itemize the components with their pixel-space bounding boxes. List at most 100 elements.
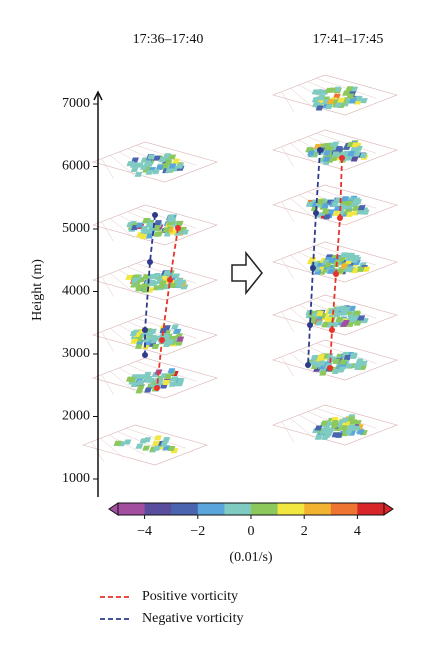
vorticity-patch — [341, 196, 349, 202]
planes — [82, 74, 398, 466]
plane-grid — [110, 371, 135, 392]
plane-grid — [136, 361, 197, 382]
vortex-center — [152, 212, 158, 218]
vorticity-patch — [145, 233, 154, 239]
y-tick-label: 1000 — [62, 471, 90, 486]
vorticity-patch — [322, 156, 331, 162]
vorticity-patch — [340, 425, 348, 431]
vorticity-patch — [321, 322, 330, 328]
vorticity-patch — [152, 440, 160, 446]
vorticity-patch — [160, 441, 169, 447]
vorticity-patch — [321, 434, 330, 440]
vortex-center — [167, 277, 173, 283]
vorticity-patch — [309, 360, 318, 366]
vorticity-patch — [168, 381, 177, 387]
vorticity-patch — [349, 352, 358, 358]
colorbar-tick-label: −2 — [190, 524, 205, 539]
colorbar-tick-label: 2 — [301, 524, 308, 539]
vorticity-patch — [131, 277, 140, 283]
panel-title: 17:36–17:40 — [133, 32, 204, 47]
plane-grid — [290, 418, 315, 439]
vorticity-patch — [151, 343, 160, 349]
vortex-center — [142, 327, 148, 333]
colorbar-tick-label: 4 — [354, 524, 361, 539]
vorticity-patch — [143, 437, 152, 443]
colorbar-bin — [118, 503, 145, 515]
vorticity-patch — [166, 339, 175, 345]
vorticity-patch — [314, 425, 323, 431]
vorticity-patch — [125, 376, 134, 382]
plane-grid — [101, 374, 114, 395]
vorticity-patch — [135, 222, 144, 228]
vorticity-patch — [315, 320, 324, 326]
vorticity-patch — [340, 263, 348, 269]
colorbar-end — [383, 502, 394, 516]
plane-grid — [290, 88, 315, 109]
vorticity-patch — [331, 151, 340, 157]
vorticity-patch — [163, 325, 171, 331]
vorticity-patch — [168, 154, 177, 160]
vorticity-patch — [322, 425, 331, 431]
vorticity-patch — [162, 437, 171, 443]
vorticity-patch — [335, 432, 344, 438]
vorticity-patch — [331, 201, 340, 207]
vorticity-patch — [351, 268, 360, 274]
vorticity-patch — [175, 220, 184, 226]
vorticity-patch — [171, 324, 179, 330]
vortex-center — [310, 265, 316, 271]
vorticity-patch — [148, 279, 156, 285]
vorticity-patch — [345, 86, 354, 92]
vortex-center — [147, 259, 153, 265]
vorticity-patch — [142, 445, 151, 451]
colorbar-label: (0.01/s) — [229, 550, 273, 565]
vorticity-patch — [152, 274, 161, 280]
vorticity-patch — [310, 354, 319, 360]
y-tick-label: 5000 — [62, 221, 90, 236]
vorticity-patch — [158, 157, 167, 163]
vorticity-patch — [333, 312, 342, 318]
colorbar-tick-label: 0 — [248, 524, 255, 539]
plane-grid — [281, 201, 294, 222]
vorticity-patch — [316, 199, 325, 205]
vorticity-patch — [344, 429, 353, 435]
vorticity-patch — [347, 151, 356, 157]
vorticity-patch — [173, 328, 182, 334]
vorticity-patch — [328, 258, 336, 264]
plane-grid — [281, 91, 294, 112]
vorticity-patch — [319, 429, 328, 435]
vorticity-patch — [359, 98, 368, 104]
vorticity-patch — [359, 360, 368, 366]
vorticity-patch — [338, 305, 347, 311]
vorticity-patch — [352, 310, 361, 316]
vorticity-patch — [158, 280, 167, 286]
vortex-center — [317, 147, 323, 153]
vorticity-patch — [142, 218, 150, 224]
vorticity-patch — [176, 336, 185, 342]
plane-grid — [290, 198, 315, 219]
y-axis-arrow — [93, 90, 103, 101]
vorticity-patch — [317, 354, 325, 360]
plane-grid — [101, 331, 114, 352]
vorticity-patch — [334, 102, 343, 108]
plane — [92, 141, 218, 183]
vorticity-patch — [152, 169, 160, 175]
vorticity-patch — [136, 380, 145, 386]
vorticity-patch — [163, 153, 171, 159]
vorticity-patch — [331, 368, 340, 374]
vorticity-patch — [181, 229, 190, 235]
vortex-center — [329, 327, 335, 333]
vorticity-patch — [340, 417, 349, 423]
y-tick-label: 2000 — [62, 409, 90, 424]
vorticity-patch — [311, 97, 320, 103]
vortex-center — [159, 337, 165, 343]
colorbar-bin — [144, 503, 172, 515]
vorticity-patch — [330, 155, 339, 161]
vorticity-patch — [113, 440, 122, 446]
vorticity-patch — [125, 274, 134, 280]
colorbar-tick-label: −4 — [137, 524, 152, 539]
plane-grid — [290, 255, 315, 276]
vorticity-patch — [169, 282, 177, 288]
vorticity-patch — [305, 201, 314, 207]
vortex-center — [337, 215, 343, 221]
colorbar-bin — [197, 503, 225, 515]
